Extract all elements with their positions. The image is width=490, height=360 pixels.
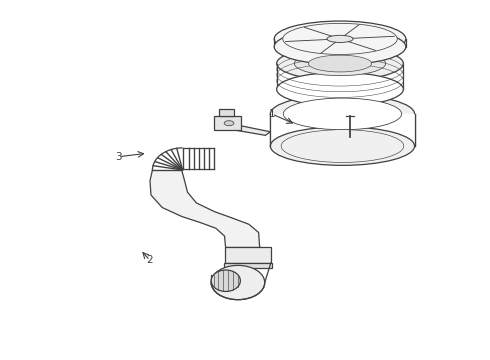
Polygon shape	[224, 123, 270, 135]
Ellipse shape	[277, 47, 403, 80]
Ellipse shape	[224, 121, 234, 126]
Ellipse shape	[294, 51, 386, 76]
Ellipse shape	[270, 95, 415, 133]
Bar	[214, 116, 241, 130]
Bar	[224, 247, 271, 263]
Ellipse shape	[211, 270, 241, 292]
Bar	[219, 109, 234, 116]
Text: 3: 3	[115, 152, 122, 162]
Bar	[223, 263, 272, 268]
Ellipse shape	[277, 72, 403, 106]
Ellipse shape	[274, 29, 406, 64]
Polygon shape	[270, 114, 415, 146]
Ellipse shape	[274, 21, 406, 57]
Polygon shape	[150, 170, 260, 247]
Ellipse shape	[270, 127, 415, 165]
Text: 1: 1	[269, 109, 275, 119]
Ellipse shape	[308, 55, 372, 72]
Ellipse shape	[283, 98, 402, 130]
Ellipse shape	[327, 35, 353, 42]
Ellipse shape	[211, 265, 265, 300]
Text: 2: 2	[147, 255, 153, 265]
Ellipse shape	[283, 23, 397, 54]
Ellipse shape	[281, 130, 404, 162]
